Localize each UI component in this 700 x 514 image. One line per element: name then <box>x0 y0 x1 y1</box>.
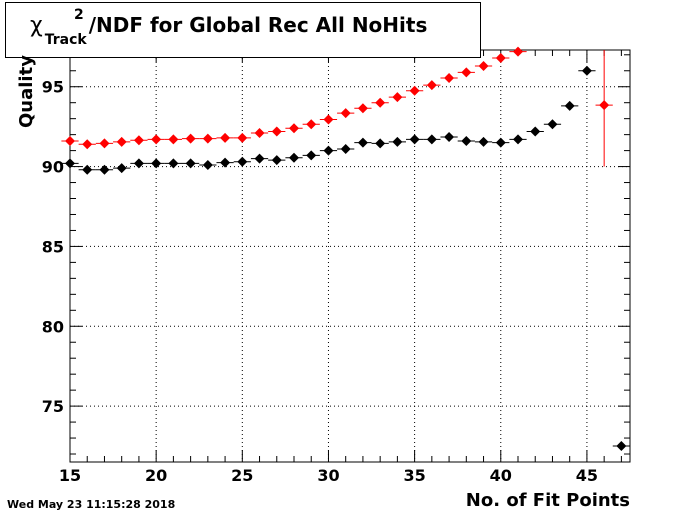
data-point <box>530 126 541 137</box>
data-point <box>116 163 127 174</box>
data-point <box>254 128 265 139</box>
title-text: /NDF for Global Rec All NoHits <box>88 13 428 37</box>
y-tick-label: 95 <box>42 78 64 97</box>
data-point <box>306 119 317 130</box>
data-point <box>444 132 455 143</box>
data-point <box>151 158 162 169</box>
data-point <box>185 158 196 169</box>
y-tick-label: 90 <box>42 158 64 177</box>
data-point <box>151 134 162 145</box>
data-point <box>289 123 299 134</box>
data-point <box>495 137 506 148</box>
y-tick-label: 85 <box>42 237 64 256</box>
data-point <box>185 133 196 144</box>
x-tick-label: 15 <box>59 466 81 485</box>
x-tick-label: 35 <box>403 466 425 485</box>
data-point <box>168 158 179 169</box>
x-tick-label: 40 <box>490 466 512 485</box>
title-symbol: χ <box>30 13 43 38</box>
data-point <box>426 80 437 91</box>
data-point <box>461 67 472 78</box>
data-point <box>271 155 282 166</box>
data-point <box>547 119 558 130</box>
chart-title-box: χ 2 Track/NDF for Global Rec All NoHits <box>5 2 481 58</box>
data-point <box>340 144 351 155</box>
data-point <box>237 156 248 167</box>
chart-title: χ 2 Track/NDF for Global Rec All NoHits <box>30 7 428 48</box>
plot-frame <box>69 49 631 463</box>
x-axis-label: No. of Fit Points <box>465 490 630 511</box>
x-tick-label: 20 <box>145 466 167 485</box>
y-tick-label: 75 <box>42 397 64 416</box>
data-point <box>409 134 420 145</box>
data-point <box>99 138 110 149</box>
data-point <box>375 138 386 149</box>
data-point <box>323 114 334 125</box>
data-point <box>220 132 231 143</box>
data-point <box>392 92 403 103</box>
data-point <box>581 65 592 76</box>
data-point <box>616 441 627 452</box>
data-point <box>65 136 75 147</box>
x-tick-label: 30 <box>317 466 339 485</box>
data-point <box>323 145 334 156</box>
data-point <box>271 126 282 137</box>
title-subscript: Track <box>44 32 87 48</box>
data-point <box>289 152 299 163</box>
data-point <box>220 157 231 168</box>
x-tick-label: 45 <box>576 466 598 485</box>
data-point <box>409 85 420 96</box>
data-point <box>133 135 144 146</box>
data-point <box>357 137 368 148</box>
data-point <box>202 159 213 170</box>
data-point <box>513 134 523 145</box>
data-point <box>426 134 437 145</box>
x-tick-label: 25 <box>231 466 253 485</box>
data-point <box>478 60 489 71</box>
y-axis-label: Quality <box>16 55 37 128</box>
data-point <box>444 72 455 83</box>
data-point <box>82 139 93 150</box>
data-point <box>306 150 317 161</box>
data-point <box>495 52 506 63</box>
data-point <box>564 100 575 111</box>
y-tick-label: 80 <box>42 317 64 336</box>
data-point <box>478 136 489 147</box>
data-point <box>461 136 472 147</box>
data-point <box>357 103 368 114</box>
data-point <box>599 100 610 111</box>
data-point <box>65 158 75 169</box>
data-point <box>254 153 265 164</box>
data-point <box>202 133 213 144</box>
data-point <box>82 164 93 175</box>
data-point <box>513 46 523 57</box>
data-point <box>340 108 351 119</box>
data-point <box>375 97 386 108</box>
data-point <box>237 132 248 143</box>
timestamp: Wed May 23 11:15:28 2018 <box>7 498 176 511</box>
data-point <box>99 164 110 175</box>
data-point <box>133 158 144 169</box>
title-superscript: 2 <box>74 7 84 23</box>
data-point <box>116 136 127 147</box>
data-point <box>392 136 403 147</box>
data-point <box>168 134 179 145</box>
